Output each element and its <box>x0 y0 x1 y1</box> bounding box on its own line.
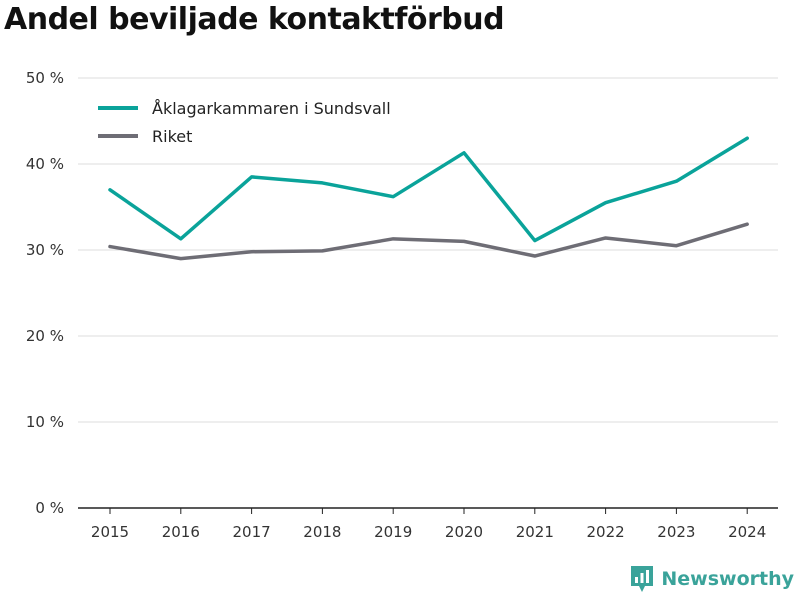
y-tick-label: 40 % <box>26 155 64 173</box>
x-axis: 2015 2016 2017 2018 2019 2020 2021 2022 2023 2024 <box>78 507 778 541</box>
x-tick-label: 2020 <box>445 523 483 541</box>
y-tick-label: 50 % <box>26 69 64 87</box>
brand: Newsworthy <box>629 564 794 594</box>
y-tick-label: 20 % <box>26 327 64 345</box>
gridlines <box>78 77 778 423</box>
y-tick-label: 30 % <box>26 241 64 259</box>
brand-name: Newsworthy <box>661 568 794 590</box>
x-tick-label: 2021 <box>516 523 554 541</box>
legend-label: Riket <box>152 127 192 146</box>
y-tick-label: 0 % <box>35 499 64 517</box>
x-tick-label: 2018 <box>303 523 341 541</box>
series-lines <box>108 136 749 261</box>
legend: Åklagarkammaren i Sundsvall Riket <box>98 99 391 146</box>
legend-label: Åklagarkammaren i Sundsvall <box>152 99 391 118</box>
x-tick-label: 2023 <box>657 523 695 541</box>
y-tick-label: 10 % <box>26 413 64 431</box>
line-chart: 0 % 10 % 20 % 30 % 40 % 50 % 2015 2016 2017 2018… <box>26 69 778 541</box>
chart-title: Andel beviljade kontaktförbud <box>4 2 505 37</box>
x-tick-label: 2017 <box>233 523 271 541</box>
x-tick-label: 2022 <box>587 523 625 541</box>
x-tick-label: 2024 <box>728 523 766 541</box>
x-tick-label: 2019 <box>374 523 412 541</box>
x-tick-label: 2015 <box>91 523 129 541</box>
x-tick-label: 2016 <box>162 523 200 541</box>
series-line-0 <box>108 136 749 243</box>
y-axis-tick-labels: 0 % 10 % 20 % 30 % 40 % 50 % <box>26 69 64 517</box>
newsworthy-logo-icon <box>631 566 654 592</box>
series-line-1 <box>108 222 749 261</box>
